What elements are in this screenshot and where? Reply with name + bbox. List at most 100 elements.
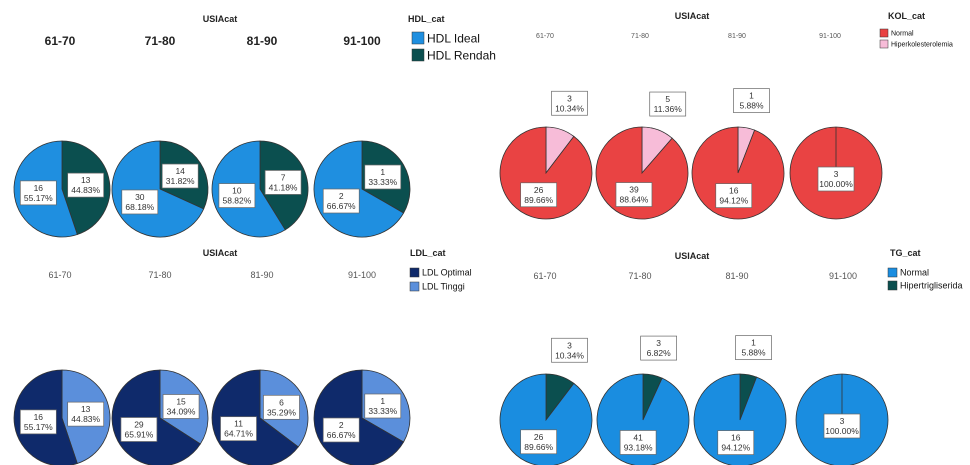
data-label-percent: 66.67% — [327, 430, 356, 440]
data-label-box — [67, 401, 105, 427]
facet-title: USIAcat — [203, 14, 238, 24]
data-label-box — [264, 170, 302, 195]
data-label-percent: 5.88% — [739, 101, 764, 111]
data-label-count: 29 — [134, 420, 144, 430]
data-label-box — [640, 335, 677, 361]
panel-ldl-cat: USIAcat 61-70 71-80 81-90 91-100 LDL_cat LDL O… — [13, 248, 472, 465]
data-label-percent: 6.82% — [647, 348, 672, 358]
data-label-box — [733, 88, 770, 114]
facet-label: 71-80 — [148, 270, 171, 280]
facet-label: 91-100 — [819, 33, 841, 40]
legend-title: LDL_cat — [410, 248, 446, 258]
data-label-count: 1 — [749, 91, 754, 101]
legend-title: KOL_cat — [888, 11, 925, 21]
pie-91-100: 266.67% 133.33% — [313, 369, 411, 465]
legend-label: HDL Rendah — [427, 49, 496, 63]
data-label-percent: 100.00% — [819, 179, 853, 189]
data-label-percent: 35.29% — [267, 407, 296, 417]
data-label-box — [551, 90, 588, 116]
panel-tg-cat: USIAcat 61-70 71-80 81-90 91-100 TG_cat Normal… — [499, 248, 963, 465]
legend-label: Hiperkolesterolemia — [891, 42, 953, 49]
facet-title: USIAcat — [675, 251, 710, 261]
data-label-count: 3 — [834, 169, 839, 179]
data-label-box — [717, 430, 755, 455]
data-label-box — [120, 417, 158, 442]
data-label-box — [715, 183, 753, 208]
facet-title: USIAcat — [203, 248, 238, 258]
data-label-count: 16 — [729, 186, 739, 196]
data-label-box — [322, 188, 360, 214]
data-label-count: 16 — [34, 183, 44, 193]
legend-label: LDL Tinggi — [422, 282, 465, 292]
legend-swatch — [879, 28, 889, 38]
facet-label: 81-90 — [250, 270, 273, 280]
data-label-percent: 5.88% — [741, 348, 766, 358]
data-label-count: 13 — [81, 404, 91, 414]
data-label-box — [619, 430, 657, 455]
data-label-count: 10 — [232, 186, 242, 196]
data-label-percent: 66.67% — [327, 201, 356, 211]
data-label-percent: 65.91% — [125, 430, 154, 440]
data-label-box — [218, 183, 256, 208]
data-label-box — [520, 429, 558, 455]
data-label-count: 11 — [234, 419, 243, 429]
data-label-count: 1 — [380, 167, 385, 177]
data-label-percent: 64.71% — [224, 429, 253, 439]
data-label-percent: 68.18% — [125, 202, 154, 212]
data-label-count: 3 — [840, 416, 845, 426]
data-label-box — [823, 413, 861, 439]
data-label-percent: 58.82% — [222, 196, 251, 206]
data-label-count: 3 — [656, 338, 661, 348]
data-label-percent: 89.66% — [524, 195, 553, 205]
data-label-count: 5 — [665, 94, 670, 104]
data-label-percent: 88.64% — [620, 195, 649, 205]
data-label-count: 13 — [81, 175, 91, 185]
facet-label: 61-70 — [533, 271, 556, 281]
data-label-box — [322, 417, 360, 443]
data-label-percent: 11.36% — [654, 104, 683, 114]
facet-label: 71-80 — [145, 34, 176, 48]
data-label-box — [817, 166, 855, 192]
data-label-box — [551, 337, 588, 363]
data-label-percent: 31.82% — [166, 176, 195, 186]
facet-label: 61-70 — [45, 34, 76, 48]
pie-91-100: 266.67% 133.33% — [313, 140, 411, 238]
legend-swatch — [887, 267, 898, 278]
data-label-percent: 89.66% — [524, 442, 553, 452]
facet-label: 81-90 — [247, 34, 278, 48]
facet-title: USIAcat — [675, 11, 710, 21]
data-label-count: 30 — [135, 192, 145, 202]
data-label-count: 15 — [176, 396, 186, 406]
data-label-percent: 33.33% — [368, 406, 397, 416]
data-label-count: 6 — [279, 397, 284, 407]
data-label-box — [19, 180, 57, 206]
data-label-count: 2 — [339, 420, 344, 430]
data-label-box — [520, 182, 558, 208]
data-label-box — [220, 416, 257, 442]
data-label-box — [19, 409, 57, 435]
data-label-percent: 44.83% — [71, 414, 100, 424]
data-label-percent: 94.12% — [721, 443, 750, 453]
data-label-box — [364, 164, 402, 190]
pie-slice — [691, 126, 785, 220]
facet-label: 61-70 — [536, 33, 554, 40]
legend-title: HDL_cat — [408, 14, 445, 24]
data-label-box — [364, 393, 402, 419]
data-label-count: 41 — [633, 432, 643, 442]
data-label-percent: 94.12% — [719, 196, 748, 206]
data-label-percent: 100.00% — [825, 426, 859, 436]
panel-kol-cat: USIAcat 61-70 71-80 81-90 91-100 KOL_cat Norma… — [499, 11, 953, 220]
legend-label: Normal — [891, 31, 914, 38]
facet-label: 91-100 — [348, 270, 376, 280]
legend-swatch — [409, 281, 420, 292]
